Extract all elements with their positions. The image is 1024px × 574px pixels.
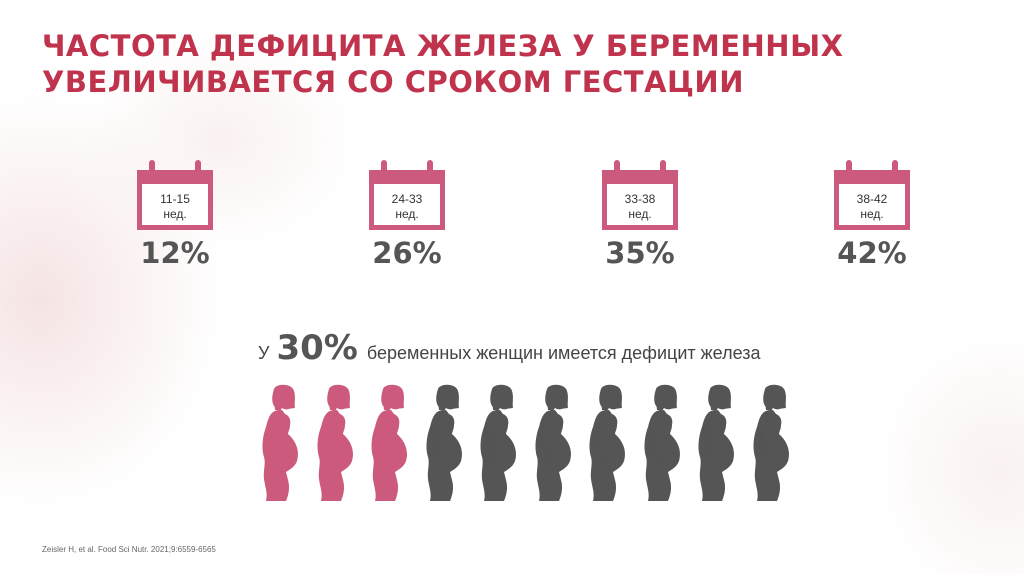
- period-unit: нед.: [163, 207, 187, 221]
- pregnant-woman-icon: [426, 384, 462, 501]
- period-weeks: 33-38: [624, 192, 656, 206]
- pregnant-woman-icon: [480, 384, 516, 501]
- statistic-prefix: У: [258, 343, 270, 363]
- period-percent: 12%: [140, 236, 210, 270]
- pregnant-woman-icon: [753, 384, 789, 501]
- period-weeks: 24-33: [391, 192, 423, 206]
- period-unit: нед.: [860, 207, 884, 221]
- period-percent: 26%: [372, 236, 442, 270]
- period-label: 38-42 нед.: [840, 192, 904, 222]
- period-weeks: 11-15: [160, 192, 190, 206]
- pregnant-woman-icon: [262, 384, 298, 501]
- page-title: ЧАСТОТА ДЕФИЦИТА ЖЕЛЕЗА У БЕРЕМЕННЫХ УВЕ…: [42, 28, 942, 100]
- period-label: 24-33 нед.: [375, 192, 439, 222]
- title-line-1: ЧАСТОТА ДЕФИЦИТА ЖЕЛЕЗА У БЕРЕМЕННЫХ: [42, 29, 844, 63]
- calendar-icon: [137, 160, 213, 230]
- period-percent: 42%: [837, 236, 907, 270]
- citation: Zeisler H, et al. Food Sci Nutr. 2021;9:…: [42, 545, 216, 554]
- pregnant-woman-icon: [317, 384, 353, 501]
- period-percent: 35%: [605, 236, 675, 270]
- period-label: 11-15 нед.: [143, 192, 207, 222]
- pregnant-woman-icon: [589, 384, 625, 501]
- period-unit: нед.: [395, 207, 419, 221]
- figure-row: [258, 383, 798, 501]
- pregnant-woman-icon: [371, 384, 407, 501]
- calendar-icon: [369, 160, 445, 230]
- pregnant-woman-icon: [698, 384, 734, 501]
- calendar-icon: [834, 160, 910, 230]
- statistic-text: беременных женщин имеется дефицит железа: [366, 343, 761, 363]
- period-weeks: 38-42: [856, 192, 888, 206]
- title-line-2: УВЕЛИЧИВАЕТСЯ СО СРОКОМ ГЕСТАЦИИ: [42, 65, 744, 99]
- pregnant-woman-icon: [644, 384, 680, 501]
- statistic-value: 30%: [276, 328, 358, 368]
- pregnant-woman-icon: [535, 384, 571, 501]
- statistic-line: У 30% беременных женщин имеется дефицит …: [258, 328, 760, 368]
- period-label: 33-38 нед.: [608, 192, 672, 222]
- calendar-icon: [602, 160, 678, 230]
- period-unit: нед.: [628, 207, 652, 221]
